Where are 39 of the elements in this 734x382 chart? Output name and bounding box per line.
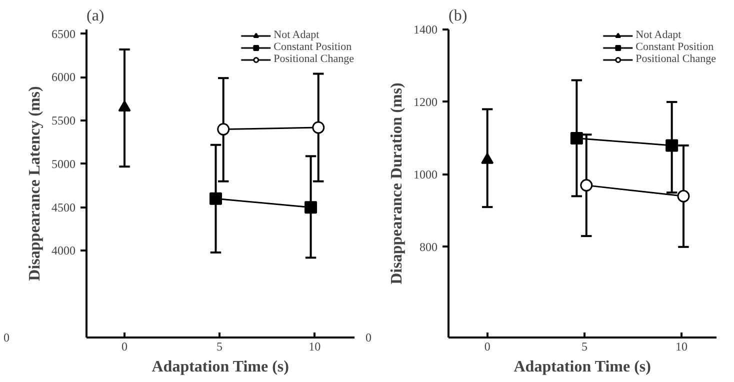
x-tick-label: 10 bbox=[676, 340, 688, 354]
legend-label: Positional Change bbox=[274, 53, 354, 65]
point bbox=[677, 190, 690, 202]
x-tick-label: 5 bbox=[216, 340, 223, 354]
y-tick-label: 6500 bbox=[52, 26, 76, 41]
y-tick-label: 1000 bbox=[414, 167, 438, 182]
text: 0 bbox=[4, 330, 10, 344]
y-tick-label: 4500 bbox=[52, 200, 76, 214]
point bbox=[217, 123, 230, 136]
point bbox=[304, 201, 318, 214]
chart-title: (b) bbox=[448, 8, 468, 24]
y-tick-label: 6000 bbox=[52, 70, 76, 84]
x-tick-label: 5 bbox=[581, 340, 588, 354]
chart-title: (a) bbox=[86, 8, 104, 24]
x-tick-label: 10 bbox=[308, 340, 321, 354]
point bbox=[580, 179, 593, 192]
point bbox=[210, 192, 222, 205]
legend-label: Positional Change bbox=[636, 53, 716, 65]
point bbox=[118, 100, 131, 112]
point bbox=[570, 132, 583, 144]
point bbox=[666, 139, 678, 152]
legend-label: Not Adapt bbox=[636, 29, 682, 41]
y-tick-label: 4000 bbox=[52, 244, 76, 258]
x-tick-label: 0 bbox=[484, 340, 490, 354]
x-tick-label: 0 bbox=[122, 340, 128, 354]
x-axis-title: Adaptation Time (s) bbox=[514, 358, 651, 376]
y-axis-title: Disappearance Latency (ms) bbox=[26, 86, 44, 281]
y-axis-title: Disappearance Duration (ms) bbox=[388, 82, 406, 284]
text: 0 bbox=[366, 330, 372, 344]
y-tick-label: 5000 bbox=[52, 156, 76, 171]
y-tick-label: 1200 bbox=[414, 94, 438, 109]
y-tick-label: 800 bbox=[420, 240, 438, 254]
y-tick-label: 1400 bbox=[414, 22, 438, 36]
x-axis-title: Adaptation Time (s) bbox=[152, 358, 289, 376]
legend-label: Constant Position bbox=[274, 41, 352, 53]
y-tick-label: 5500 bbox=[52, 114, 76, 128]
legend-label: Not Adapt bbox=[274, 29, 320, 41]
legend-label: Constant Position bbox=[636, 41, 714, 53]
point bbox=[312, 121, 325, 134]
